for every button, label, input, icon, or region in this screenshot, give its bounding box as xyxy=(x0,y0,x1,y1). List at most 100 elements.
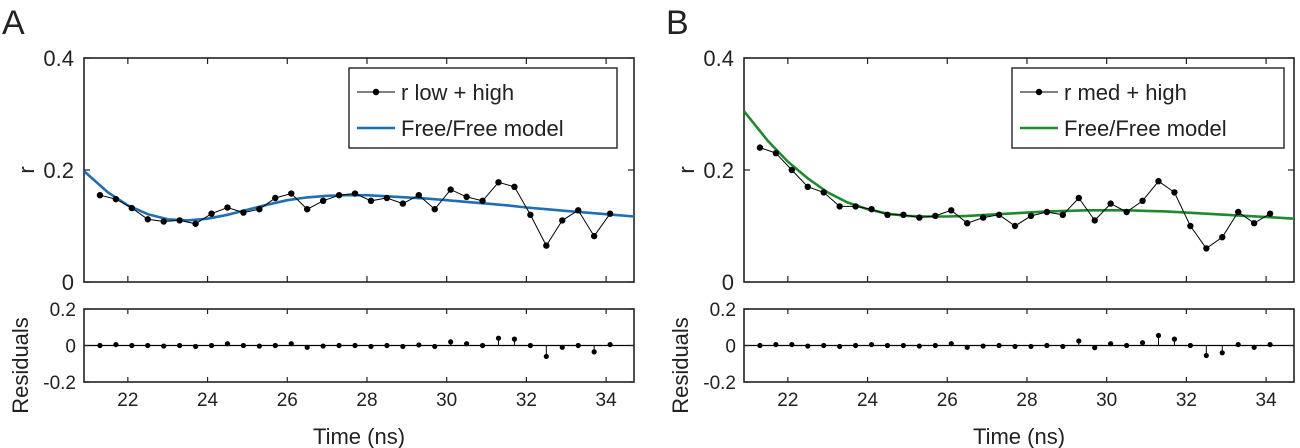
data-point xyxy=(852,203,859,210)
data-point xyxy=(868,206,875,213)
data-point xyxy=(820,189,827,196)
data-point xyxy=(479,197,486,204)
legend-model-label: Free/Free model xyxy=(1064,116,1227,141)
residual-point xyxy=(1235,341,1241,348)
data-point xyxy=(788,166,796,174)
residual-point xyxy=(932,342,938,349)
data-point xyxy=(224,204,231,211)
residual-point xyxy=(868,341,875,348)
residual-point xyxy=(527,342,533,349)
data-point xyxy=(804,183,811,190)
residual-point xyxy=(129,342,135,349)
residual-point xyxy=(900,342,907,349)
legend-box xyxy=(348,67,618,149)
residual-point xyxy=(1267,341,1273,348)
residual-point xyxy=(97,342,103,349)
x-tick-label: 26 xyxy=(277,390,298,411)
panel-letter: B xyxy=(666,4,689,42)
data-point xyxy=(527,211,534,218)
data-point xyxy=(1059,211,1067,218)
y-axis-label: r xyxy=(14,166,39,173)
main-plot: 0 0.2 0.4 r r low + high Free/Free model xyxy=(14,46,635,295)
data-point xyxy=(884,211,891,218)
x-tick-label: 22 xyxy=(777,390,798,411)
data-point xyxy=(1155,178,1162,185)
residual-point xyxy=(821,342,827,349)
data-point xyxy=(495,179,502,186)
data-point xyxy=(240,209,247,216)
data-point xyxy=(1250,220,1258,227)
y-tick-label: 0.2 xyxy=(43,158,74,183)
residual-point xyxy=(192,343,199,350)
panel-a: A 0 0.2 0.4 r r low + high Free/Free model -0.2… xyxy=(2,4,635,448)
x-tick-label: 24 xyxy=(857,390,879,411)
legend-data-marker xyxy=(1035,88,1043,96)
residual-point xyxy=(479,342,486,349)
data-point xyxy=(112,195,120,203)
data-point xyxy=(335,192,343,199)
data-point xyxy=(1027,212,1035,220)
residual-point xyxy=(288,341,294,347)
residuals-plot: -0.2 0 0.2 22 24 26 28 30 32 34 Residuals Time (ns) xyxy=(668,300,1295,448)
residual-point xyxy=(272,342,278,349)
residual-point xyxy=(1060,343,1066,350)
residual-point xyxy=(304,344,310,350)
data-point xyxy=(606,210,614,217)
residuals-y-tick-label: 0.2 xyxy=(710,300,736,321)
data-point xyxy=(383,194,391,202)
residual-point xyxy=(1092,345,1098,351)
data-point xyxy=(431,206,438,213)
data-point xyxy=(1139,197,1146,204)
residual-point xyxy=(161,343,167,349)
legend-box xyxy=(1011,67,1285,149)
residuals-y-tick-label: 0 xyxy=(65,337,76,358)
residual-point xyxy=(464,341,470,347)
data-point xyxy=(1091,217,1098,224)
residual-point xyxy=(240,342,247,349)
x-tick-label: 30 xyxy=(436,390,457,411)
data-point xyxy=(351,190,359,197)
residual-point xyxy=(805,343,811,349)
residuals-y-tick-label: 0.2 xyxy=(50,300,76,321)
data-point xyxy=(575,207,582,214)
data-point xyxy=(995,211,1003,218)
residuals-y-axis-label: Residuals xyxy=(668,317,693,414)
residual-point xyxy=(432,343,438,350)
data-point xyxy=(192,220,199,227)
data-point xyxy=(1043,208,1051,216)
data-point xyxy=(559,217,566,224)
data-point xyxy=(511,183,518,190)
legend: r low + high Free/Free model xyxy=(348,67,618,149)
residual-point xyxy=(336,342,342,349)
data-point xyxy=(979,214,987,221)
data-point xyxy=(756,144,764,151)
data-point xyxy=(1203,245,1210,252)
x-tick-label: 28 xyxy=(356,390,377,411)
x-tick-label: 30 xyxy=(1096,390,1117,411)
data-point xyxy=(319,197,327,204)
x-tick-label: 34 xyxy=(596,390,618,411)
residual-point xyxy=(352,342,358,349)
residual-point xyxy=(145,342,151,349)
residuals-y-axis-label: Residuals xyxy=(8,317,33,414)
residual-point xyxy=(1219,350,1225,356)
residual-point xyxy=(837,343,843,350)
x-tick-label: 22 xyxy=(117,390,138,411)
panel-letter: A xyxy=(2,4,25,42)
data-point xyxy=(128,204,136,212)
data-point xyxy=(160,218,167,225)
data-point xyxy=(447,186,454,193)
residual-point xyxy=(511,336,518,342)
x-tick-label: 24 xyxy=(197,390,219,411)
residual-point xyxy=(607,341,613,348)
residual-point xyxy=(400,343,406,350)
y-axis-label: r xyxy=(674,166,699,173)
residual-point xyxy=(448,339,454,345)
x-tick-label: 28 xyxy=(1016,390,1037,411)
data-point xyxy=(367,197,375,204)
data-point xyxy=(96,192,104,199)
data-point xyxy=(932,212,939,220)
residuals-y-tick-label: -0.2 xyxy=(43,373,76,394)
data-point xyxy=(916,214,923,221)
model-curve xyxy=(742,110,1295,220)
